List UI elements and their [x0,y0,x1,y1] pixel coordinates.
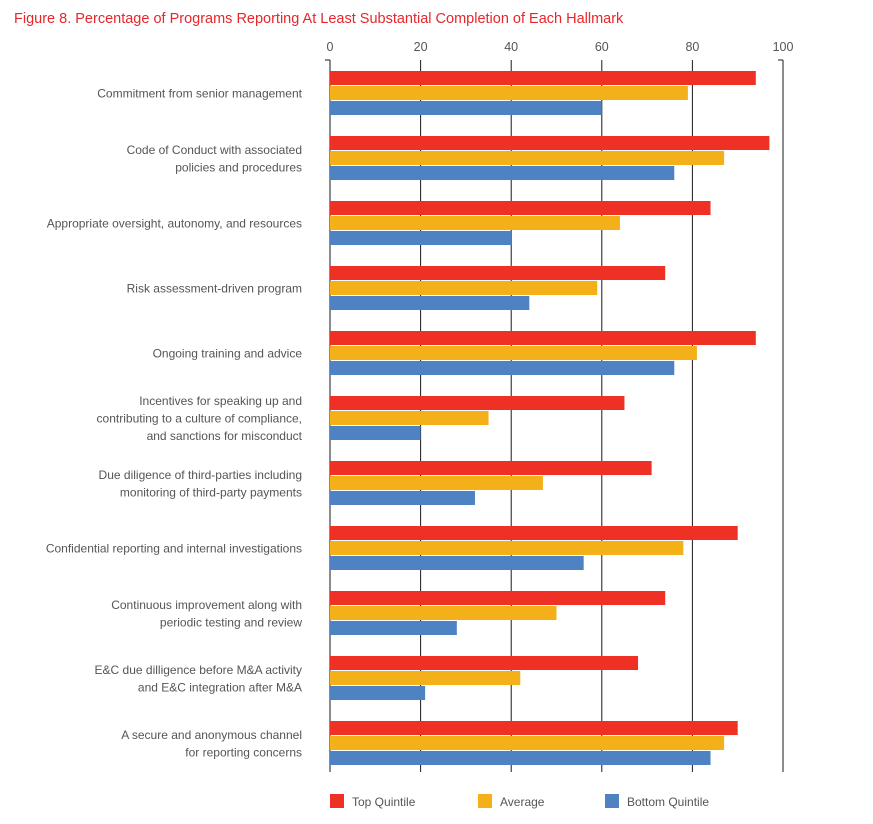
category-label: Code of Conduct with associated policies … [127,143,302,175]
bar-average [330,411,489,425]
bar-bottom-quintile [330,361,675,375]
chart-title: Figure 8. Percentage of Programs Reporti… [14,11,624,27]
bar-bottom-quintile [330,296,530,310]
category-label: Risk assessment-driven program [127,282,302,296]
bar-bottom-quintile [330,686,426,700]
x-tick-label: 0 [327,40,334,54]
bar-average [330,216,620,230]
category-label: Ongoing training and advice [153,347,303,361]
bar-top-quintile [330,526,738,540]
bar-average [330,346,697,360]
bar-top-quintile [330,721,738,735]
legend-label: Average [500,795,545,809]
category-label: Confidential reporting and internal inve… [46,542,302,556]
x-tick-label: 20 [414,40,428,54]
bar-bottom-quintile [330,426,421,440]
bar-top-quintile [330,591,666,605]
bar-bottom-quintile [330,751,711,765]
bar-bottom-quintile [330,621,457,635]
bar-average [330,151,725,165]
bar-bottom-quintile [330,491,475,505]
bar-top-quintile [330,656,639,670]
bar-average [330,736,725,750]
bar-average [330,671,521,685]
category-label: A secure and anonymous channel for report… [121,728,302,760]
legend-swatch [478,794,492,808]
bar-top-quintile [330,396,625,410]
category-label: Appropriate oversight, autonomy, and res… [47,217,302,231]
bars [330,71,770,765]
legend-swatch [605,794,619,808]
category-labels: Commitment from senior management Code of… [46,87,303,760]
legend: Top Quintile Average Bottom Quintile [330,794,709,809]
x-tick-label: 40 [504,40,518,54]
legend-label: Bottom Quintile [627,795,709,809]
category-label: Incentives for speaking up and contributi… [97,394,303,443]
category-label: Continuous improvement along with periodi… [111,598,302,630]
bar-top-quintile [330,201,711,215]
bar-bottom-quintile [330,101,602,115]
bar-top-quintile [330,266,666,280]
bar-top-quintile [330,461,652,475]
bar-average [330,281,598,295]
bar-average [330,476,543,490]
bar-top-quintile [330,136,770,150]
bar-top-quintile [330,331,756,345]
category-label: Due diligence of third-parties including… [99,468,302,500]
legend-swatch [330,794,344,808]
x-tick-label: 80 [685,40,699,54]
category-label: Commitment from senior management [97,87,302,101]
bar-average [330,606,557,620]
x-tick-label: 100 [773,40,794,54]
bar-top-quintile [330,71,756,85]
x-tick-label: 60 [595,40,609,54]
bar-average [330,86,688,100]
bar-average [330,541,684,555]
x-axis-ticks: 0 20 40 60 80 100 [327,40,794,54]
bar-bottom-quintile [330,166,675,180]
bar-bottom-quintile [330,231,512,245]
legend-label: Top Quintile [352,795,416,809]
category-label: E&C due dilligence before M&A activity an… [95,663,302,695]
bar-bottom-quintile [330,556,584,570]
